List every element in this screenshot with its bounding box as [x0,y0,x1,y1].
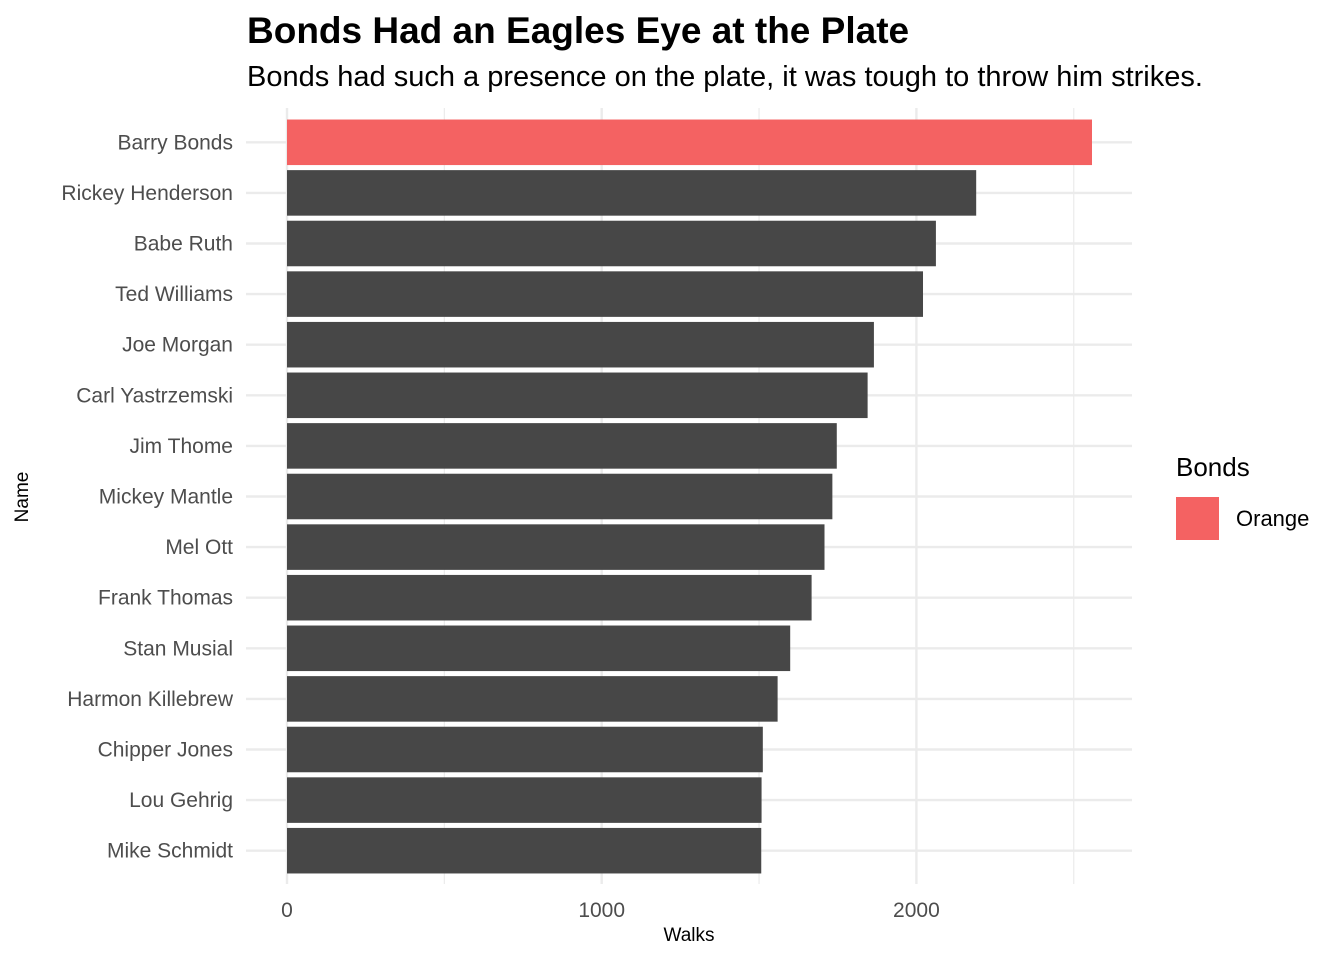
bar [287,170,977,216]
bar [287,423,837,469]
x-tick-label: 2000 [893,899,940,922]
bar [287,372,868,419]
bar [287,827,762,874]
y-tick-label: Mel Ott [165,536,233,559]
bar-layer [287,119,1092,874]
bar [287,625,791,672]
legend-title: Bonds [1176,452,1250,482]
y-axis-title: Name [12,472,33,523]
chart-subtitle: Bonds had such a presence on the plate, … [247,61,1203,93]
y-tick-label: Chipper Jones [98,739,233,762]
x-tick-label: 0 [281,899,293,922]
y-tick-label: Barry Bonds [117,131,233,154]
bar [287,726,763,773]
bar [287,271,924,317]
y-tick-label: Mickey Mantle [99,486,233,509]
y-tick-label: Stan Musial [123,637,233,660]
bar [287,220,936,267]
bar [287,777,762,823]
y-tick-label: Lou Gehrig [129,789,233,812]
bar [287,473,833,520]
y-tick-label: Rickey Henderson [61,182,233,205]
y-tick-label: Carl Yastrzemski [76,384,233,407]
bar [287,119,1092,166]
y-tick-label: Mike Schmidt [107,840,233,863]
bar [287,574,812,621]
y-tick-label: Jim Thome [130,435,233,458]
legend-label: Orange [1236,505,1310,531]
y-tick-label: Ted Williams [115,283,233,306]
y-tick-label: Joe Morgan [122,334,233,357]
bar [287,524,825,570]
x-tick-label: 1000 [578,899,625,922]
x-axis-title: Walks [663,925,714,946]
legend-item: Orange [1176,497,1309,540]
legend-swatch [1176,497,1219,540]
y-tick-label: Babe Ruth [134,233,233,256]
bar [287,321,874,368]
chart-title: Bonds Had an Eagles Eye at the Plate [247,10,910,51]
y-tick-label: Harmon Killebrew [67,688,234,711]
bar [287,676,778,722]
y-tick-label: Frank Thomas [98,587,233,610]
legend: Bonds Orange [1176,452,1309,540]
label-layer: Barry Bonds Rickey Henderson Babe Ruth Ted … [61,131,939,922]
